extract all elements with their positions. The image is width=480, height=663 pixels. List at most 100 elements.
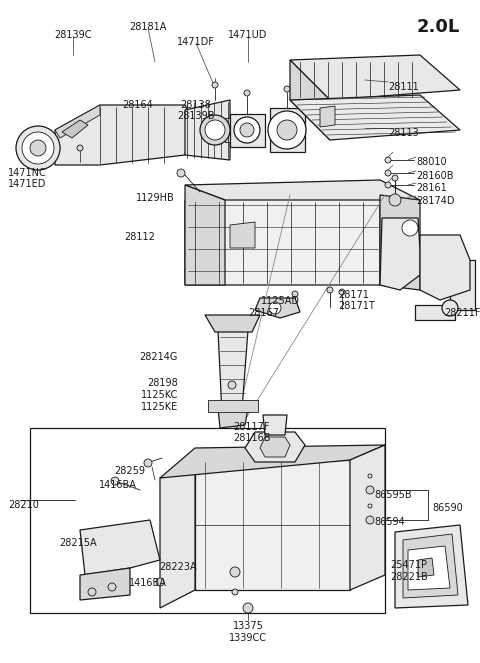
Circle shape [212, 82, 218, 88]
Circle shape [284, 86, 290, 92]
Polygon shape [380, 218, 420, 290]
Text: 1471DF: 1471DF [177, 37, 215, 47]
Polygon shape [205, 315, 260, 332]
Polygon shape [450, 260, 475, 310]
Polygon shape [320, 106, 335, 127]
Text: 1416BA: 1416BA [99, 480, 137, 490]
Circle shape [392, 175, 398, 181]
Text: 28167: 28167 [248, 308, 279, 318]
Circle shape [442, 300, 458, 316]
Polygon shape [230, 114, 265, 147]
Circle shape [268, 111, 306, 149]
Circle shape [88, 588, 96, 596]
Circle shape [402, 220, 418, 236]
Circle shape [385, 157, 391, 163]
Polygon shape [403, 534, 458, 598]
Circle shape [108, 583, 116, 591]
Polygon shape [290, 95, 460, 140]
Text: 25471P: 25471P [390, 560, 427, 570]
Text: 1471NC: 1471NC [8, 168, 47, 178]
Text: 28139B: 28139B [177, 111, 215, 121]
Polygon shape [255, 298, 300, 318]
Polygon shape [260, 437, 290, 457]
Text: 28221B: 28221B [390, 572, 428, 582]
Circle shape [240, 123, 254, 137]
Circle shape [339, 289, 345, 295]
Text: 28198: 28198 [147, 378, 178, 388]
Polygon shape [395, 525, 468, 608]
Polygon shape [185, 195, 380, 285]
Polygon shape [218, 330, 248, 415]
Text: 28139C: 28139C [54, 30, 92, 40]
Polygon shape [208, 400, 258, 412]
Circle shape [30, 140, 46, 156]
Polygon shape [245, 432, 305, 462]
Text: 1471UD: 1471UD [228, 30, 268, 40]
Text: 88010: 88010 [416, 157, 446, 167]
Text: 28138: 28138 [180, 100, 211, 110]
Polygon shape [62, 120, 88, 138]
Circle shape [366, 516, 374, 524]
Circle shape [234, 117, 260, 143]
Text: 28174D: 28174D [416, 196, 455, 206]
Circle shape [177, 169, 185, 177]
Polygon shape [160, 445, 385, 478]
Polygon shape [160, 460, 195, 608]
Circle shape [77, 145, 83, 151]
Text: 1125KC: 1125KC [141, 390, 178, 400]
Polygon shape [185, 180, 420, 200]
Text: 13375: 13375 [233, 621, 264, 631]
Circle shape [389, 194, 401, 206]
Text: 28116B: 28116B [233, 433, 271, 443]
Text: 28223A: 28223A [159, 562, 197, 572]
Text: 28171: 28171 [338, 290, 369, 300]
Text: 1129HB: 1129HB [136, 193, 175, 203]
Bar [30, 428, 385, 613]
Polygon shape [80, 520, 160, 575]
Circle shape [22, 132, 54, 164]
Text: 28214G: 28214G [140, 352, 178, 362]
Circle shape [228, 381, 236, 389]
Text: 1416BA: 1416BA [129, 578, 167, 588]
Text: 28171T: 28171T [338, 301, 375, 311]
Polygon shape [55, 105, 190, 165]
Text: 28215A: 28215A [59, 538, 97, 548]
Polygon shape [263, 415, 287, 435]
Polygon shape [218, 408, 248, 428]
Polygon shape [225, 118, 235, 142]
Circle shape [269, 302, 281, 314]
Circle shape [366, 486, 374, 494]
Circle shape [111, 477, 119, 485]
Text: 28211F: 28211F [444, 308, 480, 318]
Circle shape [200, 115, 230, 145]
Text: 1125KE: 1125KE [141, 402, 178, 412]
Text: 28164: 28164 [122, 100, 154, 110]
Text: 28113: 28113 [388, 128, 419, 138]
Text: 28181A: 28181A [129, 22, 167, 32]
Circle shape [327, 287, 333, 293]
Polygon shape [290, 60, 330, 140]
Polygon shape [380, 195, 420, 290]
Circle shape [244, 90, 250, 96]
Text: 28112: 28112 [124, 232, 155, 242]
Polygon shape [55, 105, 100, 138]
Polygon shape [420, 235, 470, 300]
Circle shape [144, 459, 152, 467]
Polygon shape [185, 100, 230, 160]
Text: 28111: 28111 [388, 82, 419, 92]
Circle shape [232, 589, 238, 595]
Polygon shape [290, 55, 460, 100]
Text: 1471ED: 1471ED [8, 179, 47, 189]
Circle shape [205, 120, 225, 140]
Polygon shape [350, 445, 385, 590]
Circle shape [16, 126, 60, 170]
Text: 86594: 86594 [374, 517, 405, 527]
Circle shape [230, 567, 240, 577]
Polygon shape [230, 222, 255, 248]
Circle shape [385, 182, 391, 188]
Text: 2.0L: 2.0L [417, 18, 460, 36]
Circle shape [385, 170, 391, 176]
Text: 86595B: 86595B [374, 490, 412, 500]
Circle shape [156, 578, 164, 586]
Polygon shape [80, 568, 130, 600]
